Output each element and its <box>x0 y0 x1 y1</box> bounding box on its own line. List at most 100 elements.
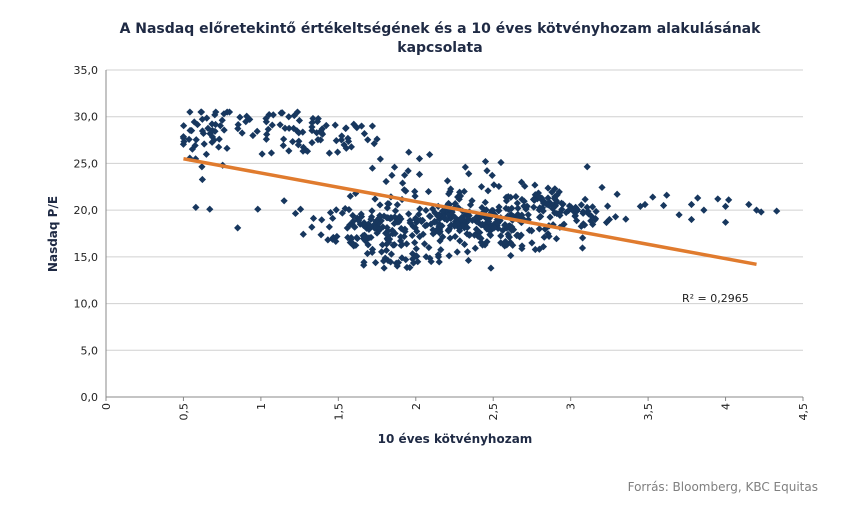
data-point <box>445 252 453 260</box>
data-point <box>426 212 434 220</box>
data-point <box>345 206 353 214</box>
data-point <box>364 241 372 249</box>
data-point <box>521 182 529 190</box>
data-point <box>295 137 303 145</box>
data-point <box>495 182 503 191</box>
data-point <box>413 227 421 236</box>
data-point <box>579 209 587 217</box>
data-point <box>505 232 513 241</box>
data-point <box>405 210 413 218</box>
data-point <box>551 193 559 201</box>
data-point <box>538 205 546 214</box>
data-point <box>552 235 561 243</box>
data-point <box>553 191 561 199</box>
x-tick-label: 2 <box>410 403 423 410</box>
data-point <box>581 195 589 203</box>
data-point <box>340 141 348 149</box>
data-point <box>383 204 391 212</box>
data-point <box>289 138 297 146</box>
data-point <box>545 232 553 240</box>
data-point <box>238 129 246 137</box>
data-point <box>373 135 381 143</box>
data-point <box>354 217 363 225</box>
data-point <box>508 223 516 231</box>
data-point <box>451 222 459 230</box>
data-point <box>344 137 353 145</box>
data-point <box>773 207 781 215</box>
x-tick-labels: 0 0,5 1 1,5 2 2,5 3 3,5 4 4,5 <box>100 403 810 421</box>
data-point <box>562 208 570 217</box>
data-point <box>411 187 419 196</box>
data-point <box>757 208 765 216</box>
data-point <box>604 202 612 210</box>
y-tick-label: 0,0 <box>81 391 99 404</box>
data-point <box>290 124 298 132</box>
data-point <box>461 163 469 171</box>
data-point <box>520 197 528 205</box>
data-point <box>542 200 550 208</box>
data-point <box>234 125 242 133</box>
data-point <box>451 213 459 221</box>
data-point <box>663 191 671 199</box>
data-point <box>388 171 396 179</box>
data-point <box>468 197 476 205</box>
source-note: Forrás: Bloomberg, KBC Equitas <box>627 480 818 494</box>
y-tick-label: 5,0 <box>81 344 99 357</box>
data-point <box>675 211 683 219</box>
data-point <box>530 196 539 204</box>
data-point <box>527 226 536 235</box>
data-point <box>541 225 549 233</box>
data-point <box>293 108 302 116</box>
data-point <box>435 258 443 266</box>
data-point <box>399 179 407 187</box>
data-point <box>700 206 708 214</box>
data-point <box>409 222 417 231</box>
data-point <box>383 240 391 248</box>
data-point <box>509 241 517 249</box>
data-point <box>507 193 515 201</box>
data-point <box>308 223 316 231</box>
data-point <box>462 211 470 219</box>
data-point <box>299 143 308 151</box>
data-point <box>303 147 312 155</box>
data-point <box>501 237 510 246</box>
data-point <box>505 205 513 214</box>
data-point <box>378 248 386 256</box>
data-point <box>416 216 425 224</box>
data-point <box>371 259 380 267</box>
data-point <box>216 122 224 130</box>
data-point <box>360 261 368 269</box>
data-point <box>484 187 492 195</box>
data-point <box>517 178 526 186</box>
data-point <box>687 215 696 224</box>
data-point <box>504 212 512 220</box>
data-point <box>291 209 300 218</box>
trendline <box>183 157 757 267</box>
data-point <box>483 238 491 246</box>
data-point <box>276 121 284 129</box>
data-point <box>447 214 455 223</box>
data-point <box>397 224 405 233</box>
data-points <box>179 108 781 272</box>
data-point <box>357 210 365 218</box>
data-point <box>347 143 356 151</box>
data-point <box>382 177 390 186</box>
data-point <box>578 244 587 252</box>
data-point <box>350 242 358 250</box>
data-point <box>223 144 231 152</box>
data-point <box>371 195 379 203</box>
data-point <box>309 114 317 123</box>
data-point <box>531 245 539 254</box>
data-point <box>264 125 272 133</box>
data-point <box>408 231 416 240</box>
data-point <box>573 207 581 215</box>
data-point <box>220 126 228 134</box>
data-point <box>325 223 333 231</box>
x-tick-label: 3 <box>565 403 578 410</box>
data-point <box>725 196 733 204</box>
data-point <box>401 225 409 233</box>
data-point <box>249 131 257 140</box>
data-point <box>592 207 600 216</box>
data-point <box>313 117 322 126</box>
data-point <box>447 221 455 229</box>
